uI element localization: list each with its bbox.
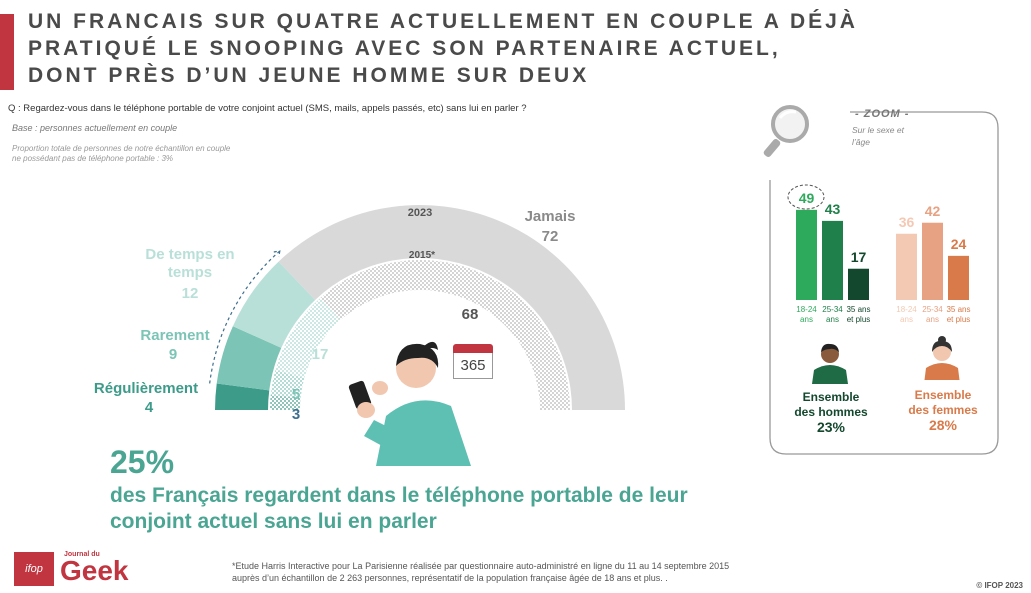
women-bar-age-2: 25-34 ans [922, 305, 943, 324]
women-total-label: Ensemble des femmes 28% [888, 388, 998, 434]
proportion-note: Proportion totale de personnes de notre … [12, 144, 231, 163]
headline-text: des Français regardent dans le téléphone… [110, 484, 688, 533]
zoom-subtitle: Sur le sexe et l’âge [852, 125, 904, 147]
label-rarement-name: Rarement [140, 327, 210, 344]
gauge-segment-rarement-2023 [216, 326, 282, 391]
survey-base: Base : personnes actuellement en couple [12, 123, 178, 133]
title-line-3: DONT PRÈS D’UN JEUNE HOMME SUR DEUX [28, 64, 590, 87]
gauge-segment-rarement-2015 [270, 369, 305, 398]
women-bar-1 [896, 233, 917, 300]
men-bar-value-2: 43 [824, 200, 841, 217]
women-bar-age-3: 35 ans et plus [946, 305, 971, 324]
gauge-segment-regulierement-2023 [215, 383, 270, 410]
calendar-text: 365 [453, 353, 493, 379]
magnifier-icon [763, 105, 809, 158]
copyright: © IFOP 2023 [976, 581, 1023, 590]
women-bar-age-1: 18-24 ans [896, 305, 917, 324]
footnote-line2: auprès d’un échantillon de 2 263 personn… [232, 573, 668, 583]
gauge-segment-regulierement-2015 [270, 394, 301, 410]
label-rarement-value: 9 [168, 346, 178, 363]
women-bar-value-2: 42 [924, 202, 941, 219]
woman-avatar [924, 336, 960, 380]
women-bar-value-1: 36 [898, 213, 915, 230]
man-avatar [812, 343, 848, 384]
title-line-1: UN FRANCAIS SUR QUATRE ACTUELLEMENT EN C… [28, 10, 858, 33]
journal-du-geek-logo: Journal du Geek [60, 551, 129, 586]
zoom-title: - ZOOM - [855, 108, 910, 120]
ifop-logo: ifop [14, 552, 54, 586]
label-regulierement-value: 4 [144, 399, 154, 416]
men-total-label: Ensemble des hommes 23% [776, 390, 886, 436]
label-jamais-2015-value: 68 [461, 306, 479, 323]
women-label-line1: Ensemble [914, 388, 972, 402]
year-2015-label: 2015* [408, 250, 436, 261]
woman-phone-illustration [348, 341, 471, 466]
label-jamais-value: 72 [541, 228, 559, 245]
geek-text: Geek [60, 555, 129, 586]
zoom-panel-frame [769, 111, 999, 455]
footnote: *Etude Harris Interactive pour La Parisi… [232, 560, 729, 584]
men-bar-3 [848, 268, 869, 300]
men-bar-2 [822, 220, 843, 300]
men-label-line2: des hommes [794, 405, 868, 419]
gauge-segment-temps-2015 [275, 297, 341, 378]
year-2023-label: 2023 [407, 207, 433, 219]
highlight-ellipse [787, 184, 825, 210]
label-temps-2015-value: 17 [311, 346, 329, 363]
men-bar-age-2: 25-34 ans [822, 305, 843, 324]
men-label-line1: Ensemble [802, 390, 860, 404]
women-bar-2 [922, 222, 943, 300]
gauge-segment-jamais-2015 [320, 259, 570, 410]
survey-question: Q : Regardez-vous dans le téléphone port… [8, 103, 527, 114]
title-line-2: PRATIQUÉ LE SNOOPING AVEC SON PARTENAIRE… [28, 37, 781, 60]
increase-arrow-icon [209, 250, 281, 384]
label-rarement-2015-value: 5 [291, 386, 301, 403]
headline-percentage: 25% [110, 444, 175, 480]
men-bar-value-1: 49 [798, 189, 815, 206]
women-bar-3 [948, 255, 969, 300]
men-bar-1 [796, 209, 817, 300]
women-bar-value-3: 24 [950, 235, 967, 252]
calendar-icon: 365 [453, 344, 493, 380]
label-temps-name: De temps en temps [145, 246, 235, 281]
label-regulierement-name: Régulièrement [93, 380, 199, 397]
men-bar-age-3: 35 ans et plus [846, 305, 871, 324]
men-bar-age-1: 18-24 ans [796, 305, 817, 324]
men-total-pct: 23% [816, 419, 846, 435]
women-total-pct: 28% [928, 417, 958, 433]
journal-du-text: Journal du [64, 551, 100, 558]
label-jamais-name: Jamais [524, 208, 576, 225]
women-label-line2: des femmes [908, 403, 978, 417]
gauge-segment-jamais-2023 [278, 205, 625, 410]
title-accent-bar [0, 14, 14, 90]
label-regulierement-2015-value: 3 [291, 406, 301, 423]
page-title: UN FRANCAIS SUR QUATRE ACTUELLEMENT EN C… [28, 8, 888, 89]
men-bar-value-3: 17 [850, 248, 867, 265]
label-temps-value: 12 [181, 285, 199, 302]
footnote-line1: *Etude Harris Interactive pour La Parisi… [232, 561, 730, 571]
gauge-segment-temps-2023 [232, 261, 316, 348]
